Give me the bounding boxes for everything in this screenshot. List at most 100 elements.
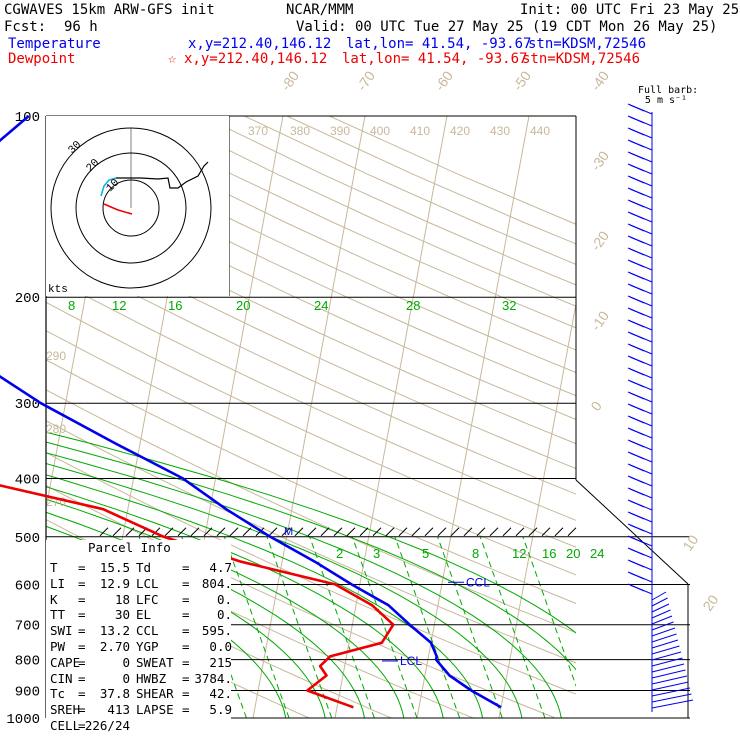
wind-barb-flag [629, 284, 645, 292]
wind-barb [651, 597, 668, 607]
right-frame-diagonal [575, 479, 689, 585]
hatch-mark [203, 527, 213, 537]
wind-barb-flag [629, 476, 645, 484]
pressure-tick-label: 1000 [6, 712, 40, 728]
parcel-cell: = [78, 575, 86, 591]
parcel-cell: = [182, 591, 190, 607]
parcel-cell: = [78, 686, 86, 702]
wind-barb-flag [629, 560, 645, 568]
hatch-mark [567, 527, 577, 537]
dry-adiabat-line [46, 247, 576, 495]
wind-barb-flag [629, 344, 645, 352]
wind-barb-flag [629, 212, 645, 220]
mixing-ratio-line [223, 536, 290, 718]
parcel-cell: YGP [136, 639, 159, 654]
dewpoint-profile [0, 484, 395, 709]
wind-barb-flag [629, 584, 645, 592]
org-label: NCAR/MMM [286, 2, 354, 18]
wind-barb-flag [629, 392, 645, 400]
forecast-label: Fcst: [4, 19, 47, 35]
parcel-row: SWI = 13.2 CCL = 595. [50, 623, 232, 638]
mixing-ratio-label: 5 [422, 546, 429, 561]
temperature-legend: Temperature [8, 36, 101, 52]
barb-scale-label: Full barb: 5 m s⁻¹ [638, 85, 699, 106]
wind-barb [651, 699, 694, 709]
mixing-ratio-label: 24 [590, 546, 604, 561]
hatch-mark [502, 527, 512, 537]
theta-label: 390 [330, 124, 350, 138]
mixing-ratio-label: 12 [512, 546, 526, 561]
lcl-label: LCL [400, 654, 422, 668]
temperature-xy: x,y=212.40,146.12 [188, 36, 332, 52]
isotherm-label: 20 [699, 592, 721, 614]
isotherm-label: -40 [587, 68, 612, 94]
hatch-mark [125, 527, 135, 537]
dry-adiabat-line [46, 359, 576, 604]
parcel-row: PW = 2.70 YGP = 0.0 [50, 639, 232, 654]
wind-barb [651, 645, 680, 655]
parcel-row: CAPE = 0 SWEAT = 215 [50, 655, 232, 670]
isotherm-line [252, 116, 366, 718]
hatch-mark [164, 527, 174, 537]
parcel-cell: K [50, 591, 58, 607]
dewpoint-station: stn=KDSM,72546 [522, 51, 641, 67]
parcel-cell: = [78, 607, 86, 623]
temperature-profile [0, 115, 502, 709]
wind-barb-flag [629, 332, 645, 340]
wind-barbs [627, 103, 694, 712]
parcel-cell: 215 [209, 654, 232, 670]
hatch-mark [281, 527, 291, 537]
forecast-hour: 96 h [64, 19, 98, 35]
parcel-cell: = [182, 575, 190, 591]
pressure-tick-label: 300 [15, 397, 40, 413]
mixing-ratio-label: 20 [236, 298, 250, 313]
parcel-cell: 13.2 [99, 623, 130, 639]
mixing-ratio-label: 20 [566, 546, 580, 561]
parcel-cell: LI [50, 575, 66, 591]
pressure-tick-label: 500 [15, 531, 40, 547]
parcel-cell: LFC [136, 591, 159, 607]
temperature-latlon: lat,lon= 41.54, -93.67 [346, 36, 532, 52]
wind-barb [651, 687, 691, 697]
wind-barb-flag [629, 188, 645, 196]
hatch-mark [112, 527, 122, 537]
parcel-info-panel: Parcel Info T = 15.5 Td = 4.7 LI = 12.9 LCL = 804. K… [46, 540, 232, 736]
wind-barb-flag [629, 308, 645, 316]
hatch-mark [424, 527, 434, 537]
parcel-row: CELL = 226/24 [50, 718, 232, 733]
parcel-row: SREH = 413 LAPSE = 5.9 [50, 702, 232, 717]
parcel-cell: T [50, 560, 58, 575]
pressure-tick-label: 700 [15, 619, 40, 635]
isotherm-label: 10 [679, 532, 701, 554]
parcel-cell: 0. [216, 607, 232, 623]
wind-barb-flag [629, 224, 645, 232]
parcel-cell: = [78, 654, 86, 670]
wind-barb [651, 639, 679, 649]
isotherm-label: -10 [587, 308, 612, 334]
mixing-ratio-label: 3 [373, 546, 380, 561]
dewpoint-latlon: lat,lon= 41.54, -93.67 [342, 51, 528, 67]
pressure-tick-label: 600 [15, 578, 40, 594]
wind-barb-flag [629, 236, 645, 244]
parcel-cell: = [182, 607, 190, 623]
isotherm-line [498, 301, 576, 718]
isotherm-label: -60 [431, 68, 456, 94]
hatch-mark [346, 527, 356, 537]
parcel-cell: 5.9 [209, 702, 232, 718]
parcel-cell: = [78, 560, 86, 575]
wind-barb [651, 693, 692, 703]
hatch-mark [528, 527, 538, 537]
dry-adiabat-line [46, 330, 576, 576]
mixing-ratio-label: 8 [68, 298, 75, 313]
hatch-mark [229, 527, 239, 537]
hatch-mark [463, 527, 473, 537]
parcel-cell: SWI [50, 623, 73, 639]
parcel-cell: = [182, 686, 190, 702]
mixing-ratio-line [522, 536, 576, 688]
dry-adiabat-line [46, 221, 576, 470]
hatch-mark [190, 527, 200, 537]
dewpoint-star-icon: ☆ [168, 51, 177, 67]
parcel-row: Tc = 37.8 SHEAR = 42. [50, 686, 232, 701]
wind-barb-flag [629, 296, 645, 304]
